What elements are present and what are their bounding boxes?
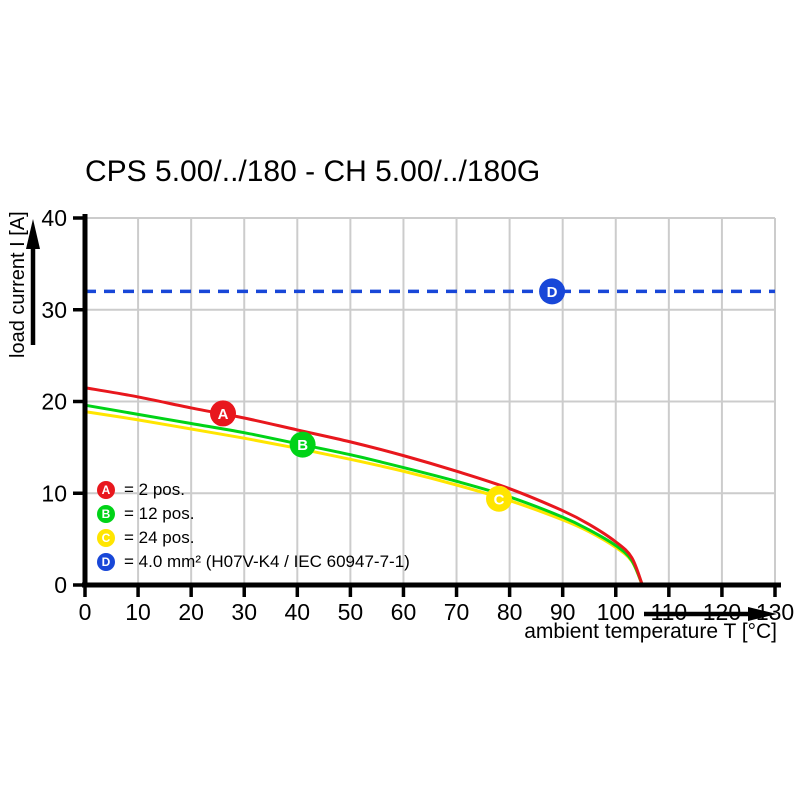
x-tick-label: 50: [338, 599, 364, 625]
legend-label-d: = 4.0 mm² (H07V-K4 / IEC 60947-7-1): [124, 552, 410, 571]
legend-item-a: A = 2 pos.: [97, 478, 410, 502]
x-axis-label: ambient temperature T [°C]: [524, 620, 777, 643]
x-tick-label: 90: [550, 599, 576, 625]
legend-item-b: B = 12 pos.: [97, 502, 410, 526]
x-tick-label: 10: [125, 599, 151, 625]
legend-marker-b-letter: B: [101, 507, 111, 521]
x-tick-label: 80: [497, 599, 523, 625]
x-tick-label: 30: [231, 599, 257, 625]
y-tick-label: 30: [41, 297, 67, 323]
legend-marker-d-icon: D: [97, 553, 115, 571]
series-curve: [84, 410, 644, 586]
y-tick-label: 0: [54, 572, 67, 598]
y-tick-label: 40: [41, 205, 67, 231]
legend-marker-d-letter: D: [101, 555, 111, 569]
y-axis-label: load current I [A]: [7, 211, 29, 358]
legend-label-a: = 2 pos.: [124, 480, 185, 499]
legend-marker-c-icon: C: [97, 529, 115, 547]
curve-marker-c-icon: [486, 485, 512, 512]
x-tick-label: 20: [178, 599, 204, 625]
y-tick-label: 10: [41, 480, 67, 506]
x-tick-label: 70: [444, 599, 470, 625]
curve-marker-d-icon: [539, 278, 566, 305]
chart-title: CPS 5.00/../180 - CH 5.00/../180G: [85, 155, 541, 188]
legend-marker-a-letter: A: [101, 483, 111, 497]
x-tick-label: 100: [597, 599, 635, 625]
legend-item-d: D = 4.0 mm² (H07V-K4 / IEC 60947-7-1): [97, 550, 410, 574]
curve-marker-a-letter: A: [218, 406, 229, 423]
x-tick-label: 0: [79, 599, 92, 625]
legend-label-b: = 12 pos.: [124, 504, 195, 523]
series-curve: [84, 386, 644, 586]
x-axis-arrowhead-icon: [748, 607, 777, 621]
legend-marker-c-letter: C: [101, 531, 111, 545]
legend-marker-a-icon: A: [97, 481, 115, 499]
y-tick-label: 20: [41, 389, 67, 415]
curve-marker-a-icon: [210, 400, 236, 427]
legend-label-c: = 24 pos.: [124, 528, 195, 547]
curve-marker-c-letter: C: [494, 491, 505, 508]
y-axis-arrowhead-icon: [26, 219, 40, 249]
legend: A = 2 pos. B = 12 pos. C = 24 pos. D = 4…: [97, 478, 410, 574]
legend-marker-b-icon: B: [97, 505, 115, 523]
legend-item-c: C = 24 pos.: [97, 526, 410, 550]
series-curve: [84, 403, 644, 586]
x-tick-label: 60: [391, 599, 417, 625]
curve-marker-b-icon: [289, 431, 316, 458]
curve-marker-d-letter: D: [547, 284, 558, 301]
curve-marker-b-letter: B: [297, 437, 308, 454]
x-tick-label: 40: [285, 599, 311, 625]
